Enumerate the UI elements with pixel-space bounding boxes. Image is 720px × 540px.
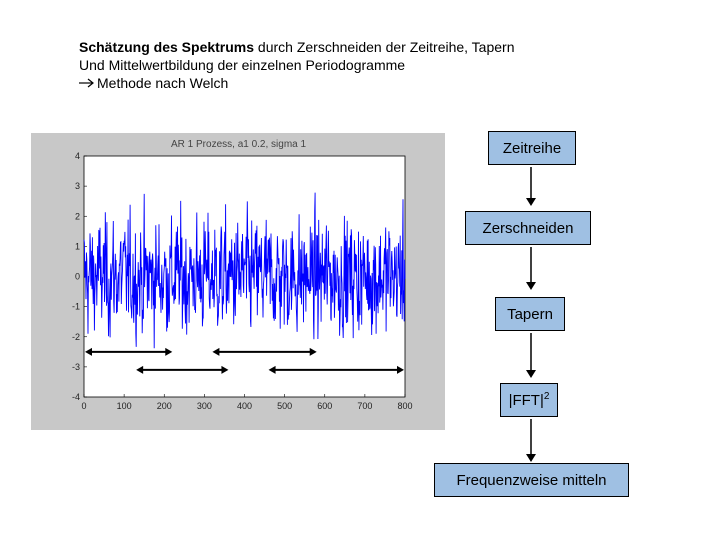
x-tick-label: 800 — [397, 401, 412, 411]
flow-step-mitteln: Frequenzweise mitteln — [434, 463, 629, 497]
y-tick-label: -4 — [72, 392, 80, 402]
y-tick-label: 0 — [75, 272, 80, 282]
heading-line-2: Und Mittelwertbildung der einzelnen Peri… — [79, 57, 406, 73]
flow-arrow-down-icon — [526, 247, 536, 290]
heading-line-1: Schätzung des Spektrums durch Zerschneid… — [79, 39, 515, 55]
segment-arrow — [136, 365, 229, 374]
time-series-plot: 4 3 2 1 0 -1 -2 -3 -4 0 100 200 300 400 500 600 700 800 … — [31, 133, 445, 430]
ar1-series-line — [83, 192, 406, 349]
x-tick-label: 500 — [277, 401, 292, 411]
x-tick-label: 400 — [237, 401, 252, 411]
y-tick-label: -3 — [72, 362, 80, 372]
heading-line-3: Methode nach Welch — [79, 74, 515, 92]
flow-arrow-down-icon — [526, 419, 536, 462]
x-tick-label: 100 — [117, 401, 132, 411]
y-tick-label: -2 — [72, 332, 80, 342]
right-arrow-icon — [79, 74, 97, 92]
x-axis-ticks: 0 100 200 300 400 500 600 700 800 — [81, 394, 413, 411]
flow-arrow-down-icon — [526, 333, 536, 378]
y-tick-label: 1 — [75, 241, 80, 251]
plot-svg: 4 3 2 1 0 -1 -2 -3 -4 0 100 200 300 400 500 600 700 800 — [72, 151, 413, 411]
plot-title: AR 1 Prozess, a1 0.2, sigma 1 — [171, 139, 307, 150]
flow-arrow-down-icon — [526, 167, 536, 206]
y-tick-label: 3 — [75, 181, 80, 191]
flow-step-zerschneiden: Zerschneiden — [465, 211, 591, 245]
segment-arrows — [85, 347, 404, 374]
x-tick-label: 300 — [197, 401, 212, 411]
segment-arrow — [85, 347, 173, 356]
segment-arrow — [268, 365, 404, 374]
slide-heading: Schätzung des Spektrums durch Zerschneid… — [79, 38, 515, 92]
x-tick-label: 200 — [157, 401, 172, 411]
x-tick-label: 0 — [81, 401, 86, 411]
flow-step-fft: |FFT|2 — [500, 383, 558, 417]
y-tick-label: -1 — [72, 302, 80, 312]
x-tick-label: 700 — [357, 401, 372, 411]
segment-arrow — [212, 347, 317, 356]
x-tick-label: 600 — [317, 401, 332, 411]
y-tick-label: 2 — [75, 211, 80, 221]
y-tick-label: 4 — [75, 151, 80, 161]
flow-step-zeitreihe: Zeitreihe — [488, 131, 576, 165]
flow-step-tapern: Tapern — [495, 297, 565, 331]
